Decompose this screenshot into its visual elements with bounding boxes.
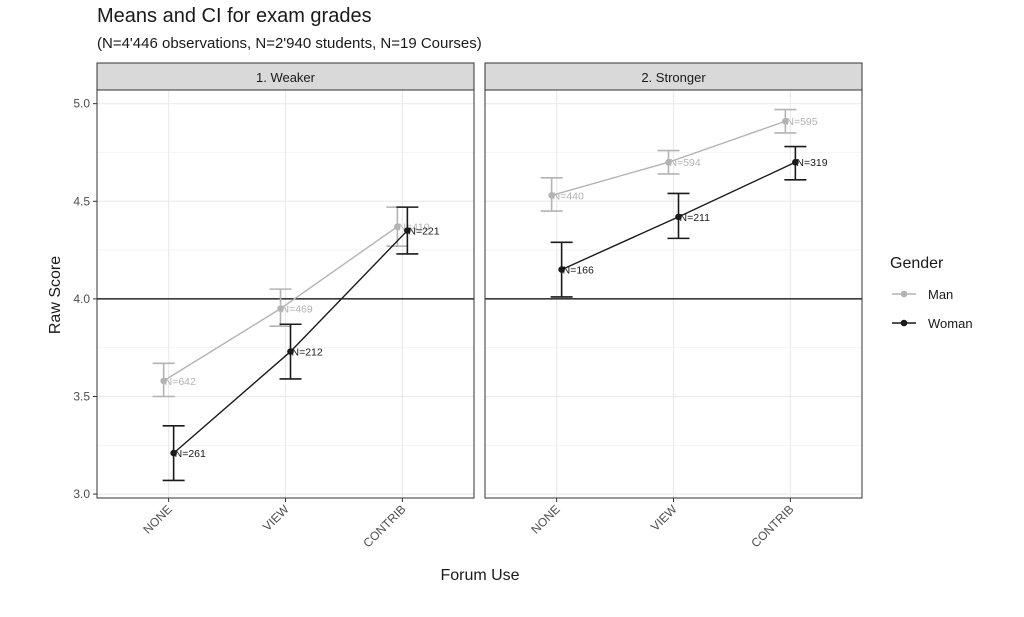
data-label: N=221 xyxy=(408,226,439,238)
facet-strip-label: 2. Stronger xyxy=(641,70,706,85)
chart-subtitle: (N=4'446 observations, N=2'940 students,… xyxy=(97,35,482,52)
data-label: N=211 xyxy=(680,212,711,224)
x-tick-label: CONTRIB xyxy=(360,502,408,550)
y-tick-label: 3.0 xyxy=(73,487,90,501)
x-tick-label: NONE xyxy=(528,502,562,536)
series-man: N=440 N=594 N=595 xyxy=(540,108,818,212)
x-tick-label: CONTRIB xyxy=(748,502,796,550)
x-tick-label: VIEW xyxy=(260,502,292,534)
y-tick-label: 4.5 xyxy=(73,194,90,208)
data-point xyxy=(675,213,682,221)
x-axis-label: Forum Use xyxy=(440,567,519,584)
data-label: N=440 xyxy=(553,190,584,202)
series-woman: N=166 N=211 N=319 xyxy=(550,145,828,298)
data-label: N=319 xyxy=(796,157,827,169)
data-label: N=642 xyxy=(165,376,196,388)
facet-strip xyxy=(96,62,475,91)
y-tick-label: 5.0 xyxy=(73,97,90,111)
data-point xyxy=(287,348,294,355)
x-tick-label: VIEW xyxy=(648,502,680,534)
series-woman: N=261 N=212 N=221 xyxy=(162,206,440,482)
y-tick-label: 4.0 xyxy=(73,292,90,306)
data-label: N=261 xyxy=(175,448,206,460)
data-label: N=166 xyxy=(563,265,594,277)
facet-strip xyxy=(484,62,863,91)
panel-2: 2. Stronger N=440 N=594 N=595 N=166 N=211 N=31… xyxy=(484,62,863,499)
legend: Gender Man Woman xyxy=(890,255,973,331)
data-label: N=469 xyxy=(282,304,313,316)
chart-title: Means and CI for exam grades xyxy=(97,5,372,27)
legend-label-woman: Woman xyxy=(928,316,973,331)
data-point xyxy=(548,192,555,199)
y-tick-label: 3.5 xyxy=(73,389,90,403)
y-axis-label: Raw Score xyxy=(47,256,64,334)
data-point xyxy=(160,377,167,385)
data-point xyxy=(277,305,284,312)
legend-label-man: Man xyxy=(928,287,953,302)
facet-strip-label: 1. Weaker xyxy=(256,70,316,85)
data-point xyxy=(558,266,565,273)
data-point xyxy=(665,158,672,166)
data-label: N=594 xyxy=(670,157,701,169)
data-point xyxy=(404,227,411,234)
legend-key-point xyxy=(900,290,908,298)
legend-key-point xyxy=(900,319,908,327)
x-tick-label: NONE xyxy=(140,502,174,536)
data-point xyxy=(394,223,401,230)
data-point xyxy=(792,158,799,166)
data-label: N=595 xyxy=(786,116,817,128)
data-label: N=212 xyxy=(292,347,323,359)
data-point xyxy=(170,449,177,457)
data-point xyxy=(782,117,789,125)
legend-title: Gender xyxy=(890,255,944,272)
